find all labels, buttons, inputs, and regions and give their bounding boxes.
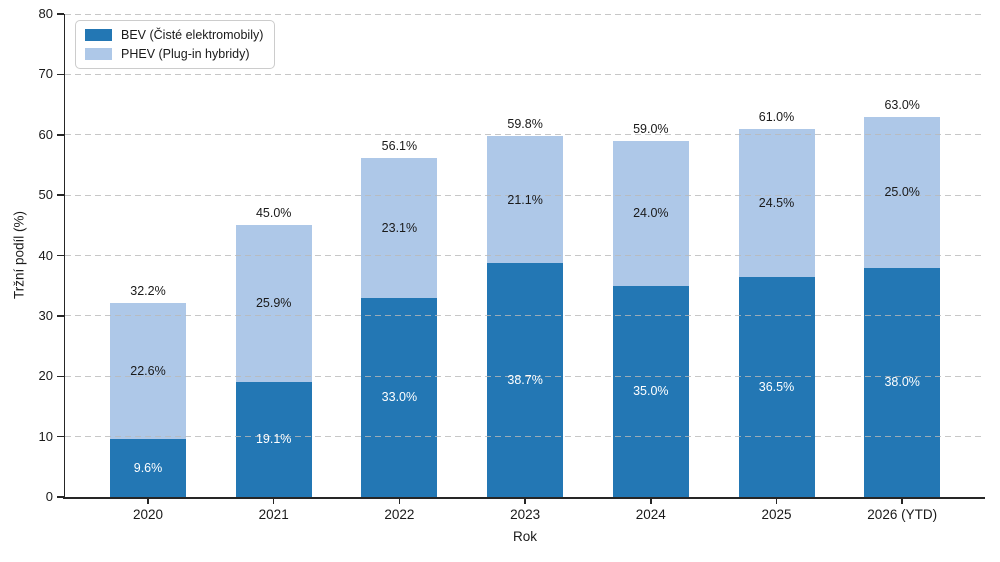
bar-segment-bev xyxy=(864,267,941,497)
legend: BEV (Čisté elektromobily) PHEV (Plug-in h… xyxy=(75,20,276,69)
segment-value-label: 38.7% xyxy=(507,373,543,388)
x-tick xyxy=(775,497,778,504)
legend-swatch xyxy=(85,48,112,60)
bar-segment-bev xyxy=(235,381,312,497)
x-axis-title: Rok xyxy=(512,529,538,544)
total-value-label: 56.1% xyxy=(381,139,418,154)
legend-item-phev: PHEV (Plug-in hybridy) xyxy=(85,47,263,61)
y-tick-label: 10 xyxy=(38,428,53,444)
bar-segment-phev xyxy=(361,158,438,298)
y-tick xyxy=(57,435,64,438)
x-tick-label: 2020 xyxy=(132,507,164,522)
y-tick xyxy=(57,73,64,76)
segment-value-label: 38.0% xyxy=(884,375,920,390)
x-tick xyxy=(398,497,401,504)
x-tick xyxy=(272,497,275,504)
segment-value-label: 19.1% xyxy=(255,432,292,447)
grid-line xyxy=(65,73,985,75)
y-tick xyxy=(57,194,64,196)
bar-segment-phev xyxy=(235,225,312,382)
segment-value-label: 35.0% xyxy=(633,384,669,399)
legend-label: BEV (Čisté elektromobily) xyxy=(121,28,264,42)
y-tick-label: 40 xyxy=(38,247,53,263)
y-tick-label: 50 xyxy=(38,187,53,203)
segment-value-label: 22.6% xyxy=(130,363,166,378)
y-tick-label: 30 xyxy=(38,307,53,323)
total-value-label: 59.0% xyxy=(633,121,669,136)
segment-value-label: 23.1% xyxy=(381,221,418,236)
x-tick-label: 2026 (YTD) xyxy=(867,507,938,522)
legend-label: PHEV (Plug-in hybridy) xyxy=(121,47,250,61)
bar-segment-phev xyxy=(864,116,941,268)
bar-segment-bev xyxy=(110,439,186,497)
legend-swatch xyxy=(85,29,112,41)
y-tick-label: 20 xyxy=(38,368,53,384)
y-tick-label: 70 xyxy=(38,66,53,82)
total-value-label: 32.2% xyxy=(130,283,166,298)
bar-segment-bev xyxy=(487,263,564,497)
segment-value-label: 25.0% xyxy=(884,185,920,200)
segment-value-label: 9.6% xyxy=(133,461,163,476)
y-tick xyxy=(57,496,64,498)
x-tick-label: 2024 xyxy=(635,507,666,522)
x-tick-label: 2025 xyxy=(761,507,792,522)
total-value-label: 45.0% xyxy=(255,206,292,221)
bar-segment-phev xyxy=(738,128,815,277)
plot-area: 9.6% 22.6% 32.2% 19.1% 25.9% 45.0% 33.0% 23.1% 5… xyxy=(39,7,985,522)
segment-value-label: 33.0% xyxy=(381,390,418,405)
legend-item-bev: BEV (Čisté elektromobily) xyxy=(85,28,263,42)
x-tick xyxy=(650,497,652,504)
bar-segment-phev xyxy=(110,302,186,440)
grid-line xyxy=(65,13,985,15)
bar-segment-phev xyxy=(487,135,564,264)
y-tick xyxy=(57,375,64,377)
bar-segment-phev xyxy=(612,140,689,286)
y-tick xyxy=(57,13,64,15)
x-tick xyxy=(524,497,526,504)
total-value-label: 59.8% xyxy=(507,116,543,131)
bar-segment-bev xyxy=(612,285,689,497)
x-tick-label: 2023 xyxy=(510,507,541,522)
bar-segment-bev xyxy=(738,276,815,497)
x-tick xyxy=(147,497,149,504)
segment-value-label: 36.5% xyxy=(758,379,795,394)
y-tick-label: 60 xyxy=(38,126,53,142)
total-value-label: 63.0% xyxy=(884,97,920,112)
y-tick xyxy=(57,254,64,257)
y-tick xyxy=(57,134,64,136)
y-tick-label: 0 xyxy=(45,489,53,504)
x-tick xyxy=(901,497,903,504)
bar-segment-bev xyxy=(361,297,438,497)
x-tick-label: 2022 xyxy=(384,507,415,522)
segment-value-label: 21.1% xyxy=(507,192,543,207)
y-tick-label: 80 xyxy=(38,6,53,21)
segment-value-label: 24.5% xyxy=(758,195,795,210)
segment-value-label: 25.9% xyxy=(255,296,292,311)
segment-value-label: 24.0% xyxy=(633,206,669,221)
x-tick-label: 2021 xyxy=(258,507,289,522)
y-tick xyxy=(57,315,64,317)
total-value-label: 61.0% xyxy=(758,109,795,124)
y-axis-line xyxy=(63,14,65,497)
x-axis-line xyxy=(63,497,985,499)
